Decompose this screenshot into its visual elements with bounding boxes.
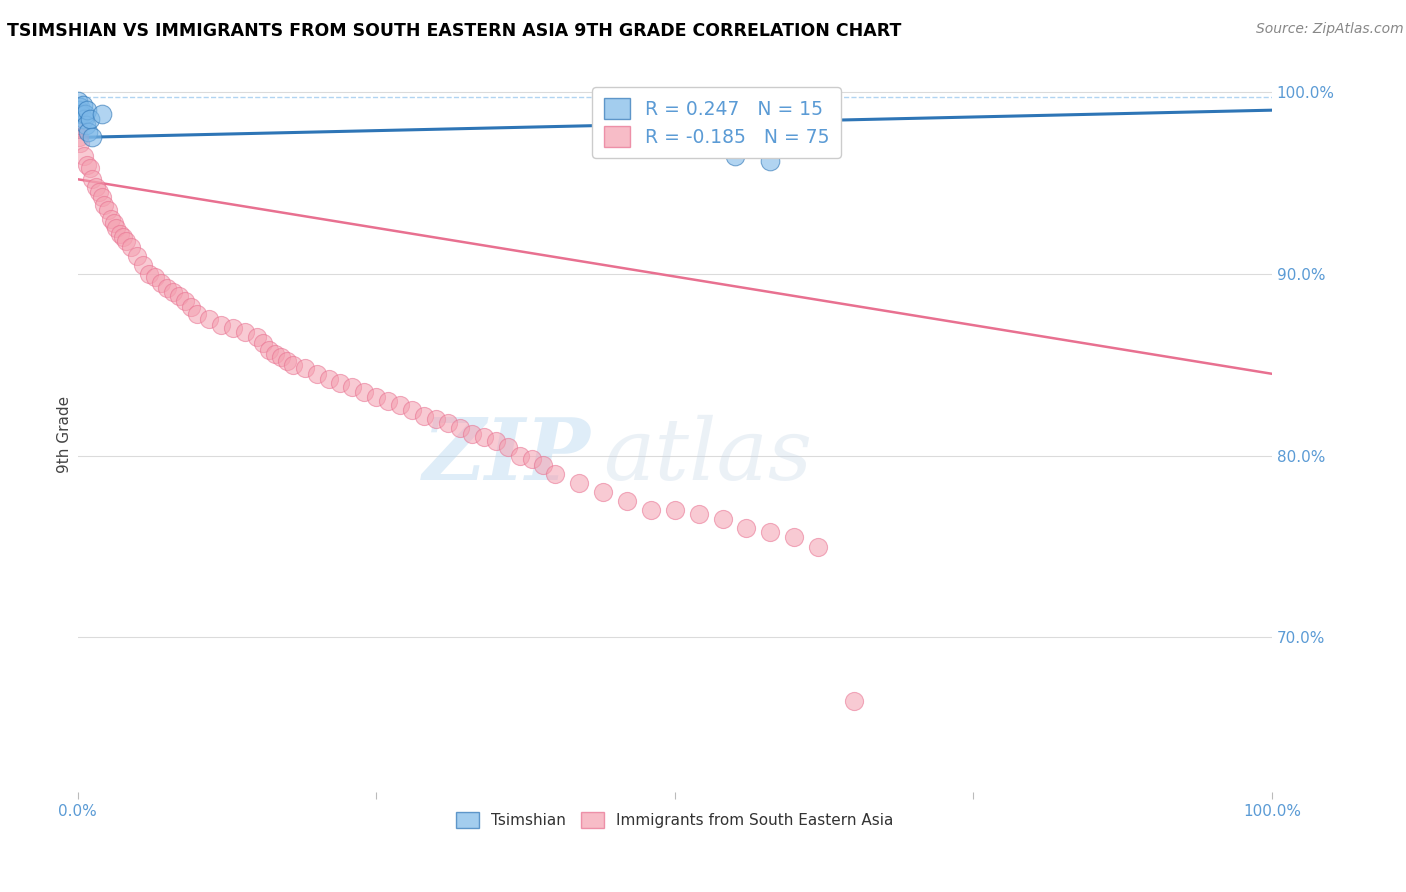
Point [664, 503, 686, 517]
Point [568, 475, 591, 490]
Point [276, 354, 298, 368]
Point [127, 249, 149, 263]
Point [759, 154, 782, 169]
Point [592, 485, 614, 500]
Point [544, 467, 567, 481]
Point [640, 503, 662, 517]
Point [76, 158, 98, 172]
Point [132, 258, 155, 272]
Point [97, 203, 120, 218]
Point [353, 384, 375, 399]
Point [72, 97, 94, 112]
Point [156, 281, 179, 295]
Point [520, 452, 543, 467]
Point [485, 434, 508, 448]
Point [108, 227, 131, 241]
Point [723, 148, 745, 162]
Point [150, 276, 173, 290]
Point [366, 391, 388, 405]
Point [533, 458, 555, 472]
Point [616, 494, 638, 508]
Point [425, 412, 447, 426]
Point [66, 121, 89, 136]
Point [93, 197, 115, 211]
Point [69, 99, 91, 113]
Point [807, 540, 830, 554]
Point [89, 185, 111, 199]
Point [186, 307, 208, 321]
Point [138, 267, 160, 281]
Point [472, 430, 495, 444]
Point [509, 449, 531, 463]
Point [69, 136, 91, 150]
Point [461, 426, 484, 441]
Point [342, 379, 364, 393]
Point [90, 190, 112, 204]
Point [413, 409, 436, 423]
Point [103, 216, 125, 230]
Point [79, 161, 101, 176]
Text: atlas: atlas [603, 415, 813, 498]
Point [735, 521, 758, 535]
Point [84, 179, 107, 194]
Text: Source: ZipAtlas.com: Source: ZipAtlas.com [1256, 22, 1403, 37]
Point [100, 212, 122, 227]
Point [198, 312, 221, 326]
Point [257, 343, 280, 358]
Point [377, 394, 399, 409]
Point [759, 524, 782, 539]
Point [437, 416, 460, 430]
Point [270, 351, 292, 365]
Point [329, 376, 352, 390]
Point [104, 221, 127, 235]
Point [77, 125, 100, 139]
Y-axis label: 9th Grade: 9th Grade [58, 396, 72, 474]
Point [294, 361, 316, 376]
Point [209, 318, 232, 332]
Point [67, 103, 90, 118]
Point [67, 130, 90, 145]
Point [80, 172, 103, 186]
Point [180, 300, 202, 314]
Point [73, 112, 96, 127]
Point [281, 358, 304, 372]
Point [79, 112, 101, 127]
Point [233, 325, 256, 339]
Point [73, 107, 96, 121]
Point [76, 103, 98, 118]
Point [842, 694, 865, 708]
Point [73, 148, 96, 162]
Point [711, 512, 734, 526]
Point [246, 330, 269, 344]
Point [167, 288, 190, 302]
Point [449, 421, 471, 435]
Point [688, 507, 710, 521]
Point [75, 118, 97, 132]
Point [783, 530, 806, 544]
Point [305, 367, 328, 381]
Text: TSIMSHIAN VS IMMIGRANTS FROM SOUTH EASTERN ASIA 9TH GRADE CORRELATION CHART: TSIMSHIAN VS IMMIGRANTS FROM SOUTH EASTE… [7, 22, 901, 40]
Point [162, 285, 184, 299]
Point [401, 403, 423, 417]
Point [90, 107, 112, 121]
Point [143, 270, 166, 285]
Point [496, 440, 519, 454]
Point [112, 230, 135, 244]
Point [121, 239, 143, 253]
Point [114, 234, 136, 248]
Legend: Tsimshian, Immigrants from South Eastern Asia: Tsimshian, Immigrants from South Eastern… [450, 806, 900, 834]
Point [80, 130, 103, 145]
Point [389, 398, 412, 412]
Point [318, 372, 340, 386]
Point [252, 335, 274, 350]
Point [222, 321, 245, 335]
Point [263, 347, 285, 361]
Point [66, 94, 89, 108]
Text: ZIP: ZIP [423, 415, 592, 498]
Point [174, 294, 197, 309]
Point [70, 107, 93, 121]
